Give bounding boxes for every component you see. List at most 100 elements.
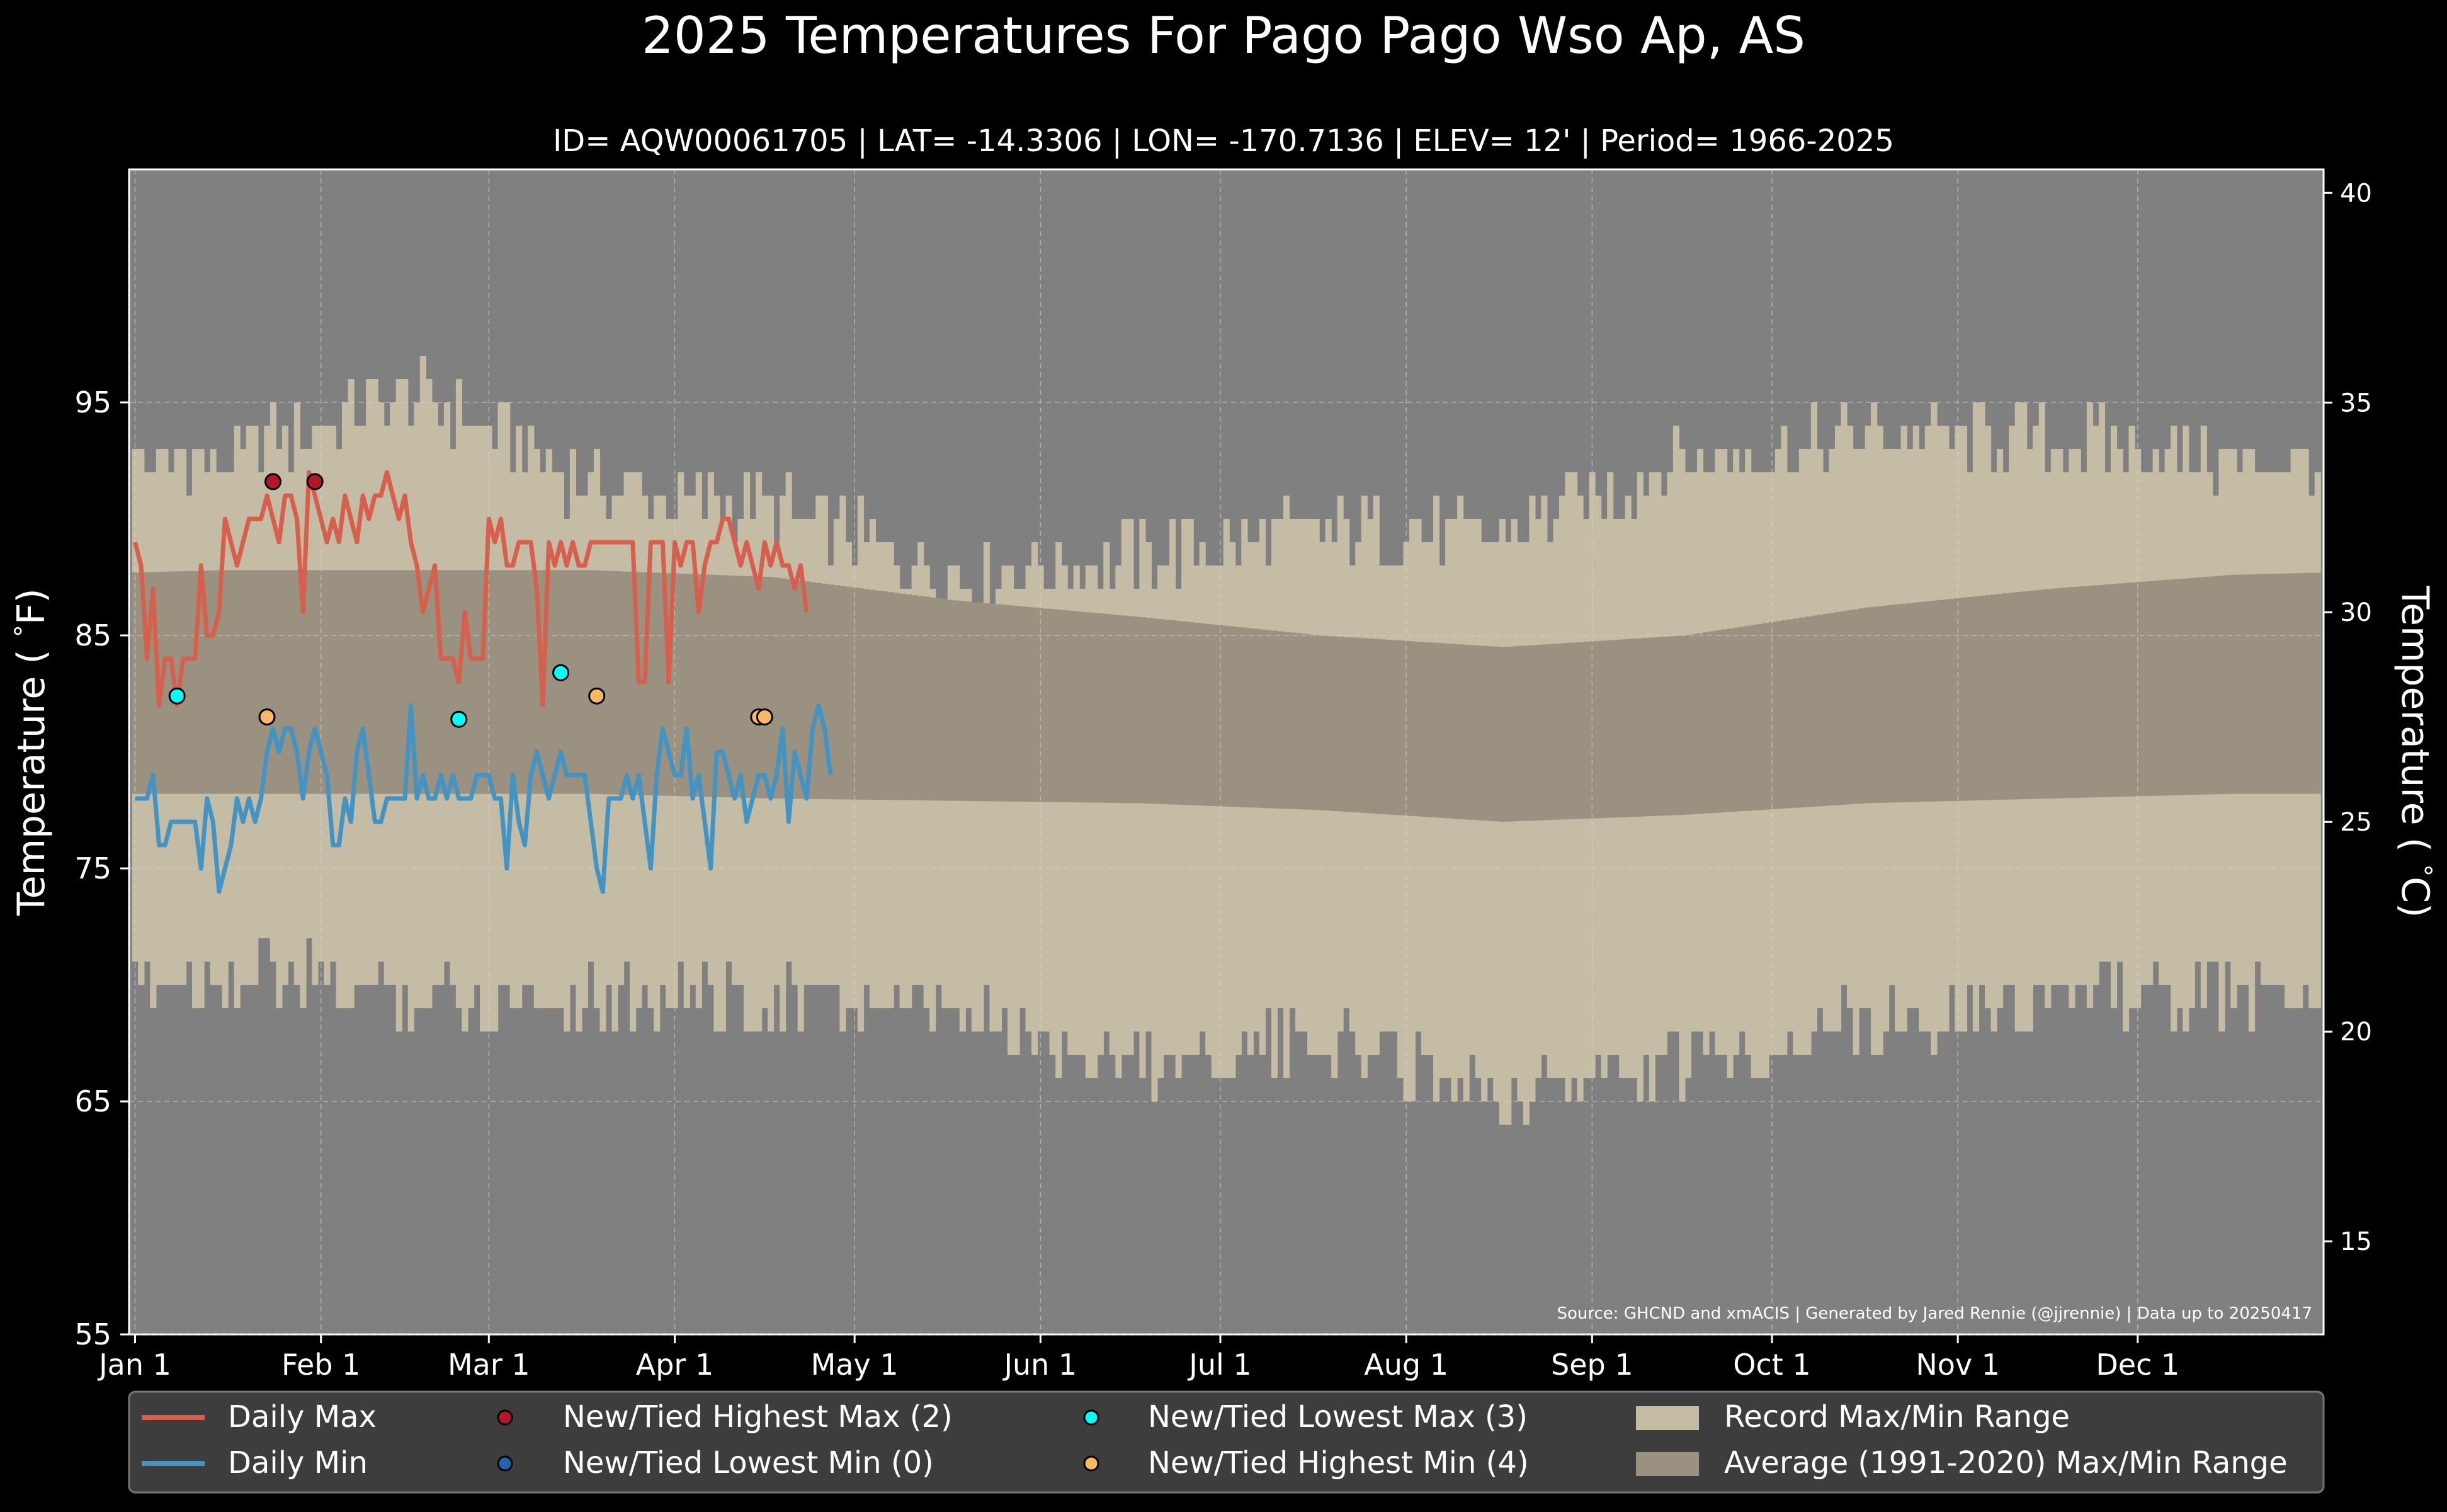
- normal-range-bar: [150, 572, 157, 794]
- y-tick-label-right: 25: [2340, 808, 2372, 837]
- record-range-bar: [1085, 566, 1092, 1078]
- record-range-bar: [1235, 566, 1242, 1055]
- y-tick-label-right: 40: [2340, 179, 2372, 208]
- normal-range-bar: [1822, 613, 1830, 806]
- normal-range-bar: [977, 603, 984, 802]
- normal-range-bar: [701, 574, 708, 797]
- normal-range-bar: [569, 570, 576, 794]
- new-low-max-point: [552, 664, 570, 681]
- record-range-bar: [1133, 589, 1140, 1032]
- normal-range-bar: [1013, 606, 1020, 802]
- normal-range-bar: [198, 571, 205, 794]
- normal-range-bar: [1931, 600, 1938, 802]
- normal-range-bar: [2110, 584, 2118, 797]
- record-range-bar: [1091, 566, 1098, 1078]
- normal-range-bar: [293, 570, 300, 794]
- normal-range-bar: [1169, 620, 1176, 805]
- normal-range-bar: [2164, 579, 2171, 796]
- normal-range-bar: [1972, 596, 1980, 801]
- normal-range-bar: [504, 570, 511, 794]
- normal-range-bar: [1505, 646, 1512, 822]
- normal-range-bar: [1001, 605, 1008, 802]
- normal-range-bar: [1798, 617, 1805, 808]
- normal-range-bar: [719, 575, 727, 797]
- chart-title: 2025 Temperatures For Pago Pago Wso Ap, …: [642, 6, 1805, 65]
- normal-range-bar: [2278, 573, 2285, 794]
- normal-range-bar: [2273, 574, 2280, 794]
- normal-range-bar: [827, 584, 834, 800]
- normal-range-bar: [1805, 617, 1812, 807]
- normal-range-bar: [2285, 573, 2291, 794]
- normal-range-bar: [1558, 643, 1566, 820]
- normal-range-bar: [557, 570, 564, 794]
- normal-range-bar: [462, 570, 468, 794]
- normal-range-bar: [1307, 634, 1314, 810]
- new-low-max-point: [450, 710, 468, 728]
- normal-range-bar: [1853, 609, 1859, 804]
- normal-range-bar: [899, 593, 906, 800]
- normal-range-bar: [264, 570, 271, 794]
- normal-range-bar: [2033, 590, 2040, 799]
- normal-range-bar: [162, 571, 169, 794]
- normal-range-bar: [1613, 640, 1620, 818]
- normal-range-bar: [1865, 607, 1871, 804]
- normal-range-bar: [1715, 630, 1722, 813]
- normal-range-bar: [761, 576, 768, 799]
- normal-range-bar: [270, 570, 276, 794]
- normal-range-bar: [983, 603, 990, 802]
- normal-range-bar: [288, 570, 295, 794]
- normal-range-bar: [917, 596, 924, 800]
- normal-range-bar: [666, 573, 673, 796]
- normal-range-bar: [1493, 646, 1500, 822]
- normal-range-bar: [1337, 637, 1344, 812]
- normal-range-bar: [276, 570, 283, 794]
- normal-range-bar: [204, 571, 211, 794]
- normal-range-bar: [300, 570, 307, 794]
- normal-range-bar: [1067, 610, 1074, 803]
- normal-range-bar: [1319, 635, 1326, 810]
- normal-range-bar: [941, 599, 948, 801]
- normal-range-bar: [678, 573, 684, 797]
- record-range-bar: [941, 612, 948, 1008]
- y-tick-label-right: 15: [2340, 1227, 2372, 1256]
- legend-label-daily-min: Daily Min: [228, 1445, 368, 1481]
- record-range-bar: [1193, 566, 1200, 1055]
- normal-range-bar: [336, 570, 343, 794]
- normal-range-bar: [1948, 598, 1956, 801]
- normal-range-bar: [497, 570, 504, 794]
- normal-range-bar: [2092, 585, 2099, 798]
- normal-range-bar: [1595, 640, 1602, 819]
- normal-range-bar: [1829, 613, 1836, 806]
- new-high-max-point: [264, 473, 282, 491]
- normal-range-bar: [407, 570, 414, 794]
- normal-range-bar: [1847, 610, 1854, 805]
- normal-range-bar: [1007, 605, 1014, 802]
- normal-range-bar: [1967, 597, 1973, 801]
- normal-range-bar: [695, 574, 702, 797]
- normal-range-bar: [492, 570, 499, 794]
- normal-range-bar: [797, 581, 804, 799]
- normal-range-bar: [2147, 581, 2154, 796]
- normal-range-bar: [1876, 606, 1883, 803]
- normal-range-bar: [431, 570, 438, 794]
- normal-range-bar: [995, 604, 1002, 802]
- normal-range-bar: [2188, 577, 2195, 795]
- normal-range-bar: [2183, 578, 2189, 795]
- record-range-bar: [1079, 589, 1086, 1055]
- normal-range-bar: [737, 576, 744, 798]
- x-tick-label: May 1: [811, 1348, 899, 1382]
- normal-range-bar: [372, 570, 378, 794]
- normal-range-bar: [618, 571, 625, 795]
- normal-range-bar: [1859, 608, 1866, 804]
- normal-range-bar: [845, 586, 852, 800]
- record-range-bar: [1175, 589, 1182, 1078]
- normal-range-bar: [1151, 618, 1158, 804]
- record-range-bar: [1115, 566, 1122, 1078]
- normal-range-bar: [2261, 574, 2268, 794]
- normal-range-bar: [1223, 625, 1230, 807]
- normal-range-bar: [186, 571, 193, 794]
- normal-range-bar: [971, 602, 978, 802]
- record-range-bar: [1007, 566, 1014, 1055]
- normal-range-bar: [1241, 627, 1248, 807]
- series-lines: [133, 470, 833, 894]
